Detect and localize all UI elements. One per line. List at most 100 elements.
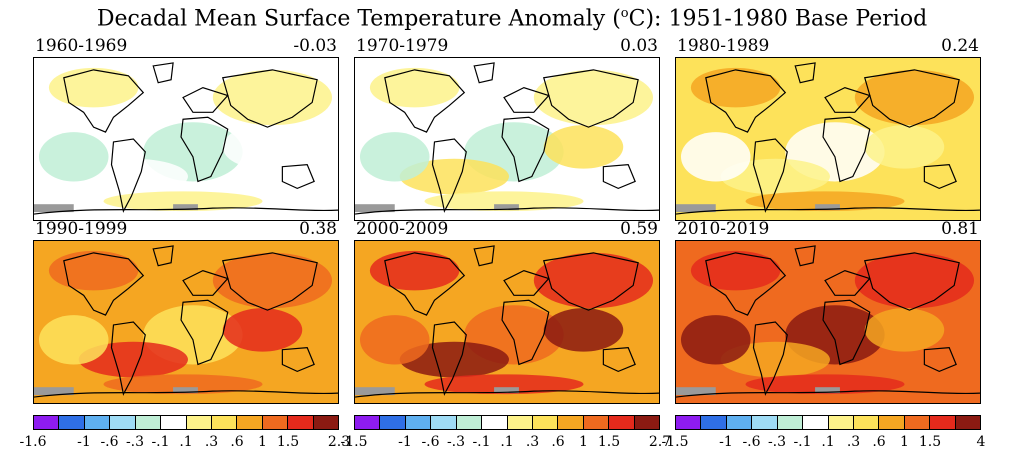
- color-swatch: [380, 416, 406, 429]
- color-swatch: [237, 416, 263, 429]
- coastline: [473, 62, 495, 84]
- color-swatch: [828, 416, 854, 429]
- coastline: [501, 116, 550, 183]
- color-swatch: [405, 416, 432, 429]
- anomaly-region: [48, 67, 139, 108]
- color-swatch: [634, 416, 660, 429]
- coastline: [110, 138, 146, 213]
- legend-tick-label: -1.6: [19, 434, 47, 450]
- map-canvas: [676, 58, 980, 220]
- global-mean-value: 0.24: [941, 36, 979, 56]
- color-swatch: [955, 416, 981, 429]
- map-canvas: [355, 241, 659, 403]
- color-scale-bar: [354, 415, 660, 430]
- coastline: [281, 164, 315, 190]
- anomaly-region: [543, 125, 624, 169]
- coastline: [182, 269, 229, 296]
- color-swatch: [161, 416, 187, 429]
- anomaly-region: [745, 374, 905, 395]
- color-swatch: [355, 416, 381, 429]
- anomaly-region: [680, 315, 751, 365]
- figure-title: Decadal Mean Surface Temperature Anomaly…: [96, 6, 928, 32]
- color-swatch: [186, 416, 212, 429]
- coastline: [152, 62, 174, 84]
- coastline: [222, 69, 318, 128]
- color-swatch: [609, 416, 635, 429]
- anomaly-region: [78, 341, 188, 378]
- anomaly-region: [38, 315, 109, 365]
- anomaly-region: [690, 250, 781, 291]
- coastline: [923, 347, 957, 373]
- coastline: [34, 390, 338, 398]
- legend-tick-label: -.1: [472, 434, 491, 450]
- coastline: [602, 347, 636, 373]
- anomaly-region: [212, 252, 333, 309]
- legend-tick-label: -.6: [421, 434, 440, 450]
- anomaly-region: [369, 67, 460, 108]
- panel-header: 2000-2009 0.59: [356, 219, 658, 239]
- coastline: [824, 86, 871, 113]
- color-swatch: [313, 416, 339, 429]
- anomaly-region: [720, 341, 830, 378]
- coastline: [63, 69, 145, 133]
- global-mean-value: 0.81: [941, 219, 979, 239]
- anomaly-region: [864, 308, 945, 352]
- period-label: 2000-2009: [356, 219, 449, 239]
- coastline: [822, 116, 871, 183]
- legend-tick-labels: -1.5 -1 -.6 -.3 -.1 .1 .3 .6 1 1.5 4: [662, 434, 986, 452]
- anomaly-map: [675, 57, 981, 221]
- legend-tick-label: -.3: [446, 434, 466, 450]
- coastline: [752, 321, 788, 396]
- anomaly-region: [399, 341, 509, 378]
- legend-tick-label: -.6: [742, 434, 761, 450]
- legend-tick-label: 1.5: [918, 434, 942, 450]
- color-swatch: [879, 416, 905, 429]
- anomaly-region: [369, 250, 460, 291]
- coastline: [384, 252, 466, 316]
- legend-tick-label: -.6: [100, 434, 119, 450]
- legend-tick-label: 2.7: [648, 434, 672, 450]
- legend-tick-label: 1: [579, 434, 588, 450]
- coastline: [180, 299, 229, 366]
- coastline: [355, 390, 659, 398]
- legend-tick-label: -.3: [125, 434, 145, 450]
- color-scale-bar: [675, 415, 981, 430]
- coastline: [705, 69, 787, 133]
- anomaly-region: [212, 69, 333, 126]
- color-swatch: [803, 416, 829, 429]
- missing-data-region: [34, 204, 74, 213]
- color-swatch: [211, 416, 238, 429]
- coastline: [864, 252, 960, 311]
- anomaly-region: [424, 191, 584, 212]
- coastline: [34, 207, 338, 215]
- legend-tick-label: 4: [976, 434, 986, 450]
- color-swatch: [262, 416, 289, 429]
- coastline: [676, 390, 980, 398]
- anomaly-map: [33, 57, 339, 221]
- period-label: 1990-1999: [35, 219, 128, 239]
- color-swatch: [456, 416, 483, 429]
- coastline: [794, 62, 816, 84]
- coastline: [503, 86, 550, 113]
- anomaly-region: [222, 308, 303, 352]
- legend-tick-label: .1: [821, 434, 835, 450]
- legend-tick-label: 1.5: [597, 434, 621, 450]
- color-swatch: [930, 416, 956, 429]
- map-canvas: [676, 241, 980, 403]
- color-swatch: [110, 416, 136, 429]
- color-swatch: [904, 416, 931, 429]
- color-swatch: [288, 416, 314, 429]
- panel-header: 1970-1979 0.03: [356, 36, 658, 56]
- legend-tick-labels: -1.6 -1 -.6 -.3 -.1 .1 .3 .6 1 1.5 2.3: [20, 434, 351, 452]
- anomaly-map: [354, 240, 660, 404]
- color-swatch: [59, 416, 85, 429]
- coastline: [110, 321, 146, 396]
- global-mean-value: -0.03: [293, 36, 337, 56]
- legend-tick-label: .1: [179, 434, 193, 450]
- color-swatch: [726, 416, 753, 429]
- anomaly-region: [103, 191, 263, 212]
- anomaly-region: [103, 374, 263, 395]
- coastline: [676, 207, 980, 215]
- legend-tick-label: 1: [900, 434, 909, 450]
- color-swatch: [135, 416, 162, 429]
